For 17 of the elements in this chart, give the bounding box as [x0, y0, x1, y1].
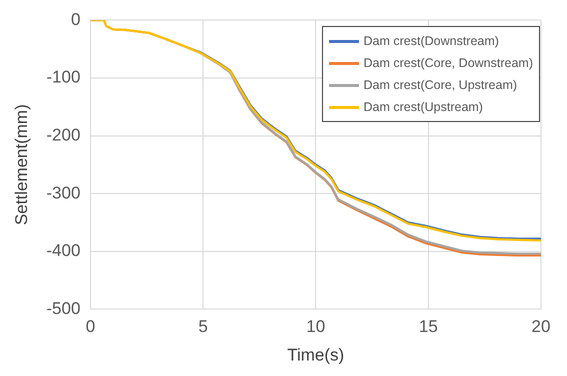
- legend-label: Dam crest(Core, Upstream): [364, 77, 518, 94]
- x-tick-label: 20: [532, 317, 550, 336]
- y-tick-label: -200: [46, 125, 80, 144]
- y-tick-label: 0: [70, 10, 80, 29]
- y-tick-label: -100: [46, 68, 80, 87]
- x-tick-label: 0: [86, 317, 96, 336]
- x-tick-label: 15: [418, 317, 438, 336]
- legend-label: Dam crest(Downstream): [364, 33, 499, 50]
- y-tick-label: -400: [46, 241, 80, 260]
- x-axis-title: Time(s): [287, 345, 344, 364]
- x-tick-label: 10: [306, 317, 326, 336]
- legend-label: Dam crest(Core, Downstream): [364, 55, 533, 72]
- y-tick-label: -500: [46, 298, 80, 318]
- legend-label: Dam crest(Upstream): [364, 99, 483, 116]
- x-tick-label: 5: [198, 317, 208, 336]
- y-axis-title: Settlement(mm): [12, 104, 31, 226]
- y-tick-label: -300: [46, 183, 80, 202]
